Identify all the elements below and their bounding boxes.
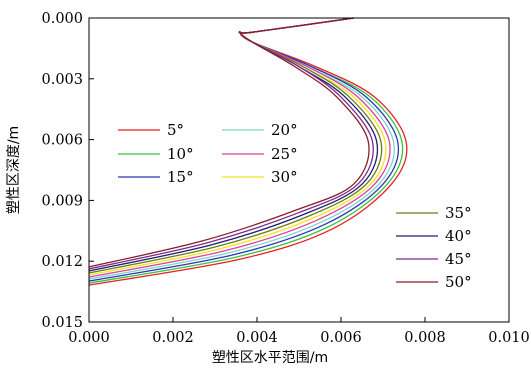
y-tick-label-3: 0.009 <box>41 193 83 209</box>
y-tick-label-1: 0.003 <box>41 72 83 88</box>
legend-label-10: 50° <box>445 273 472 291</box>
x-tick-label-3: 0.006 <box>320 330 362 346</box>
y-tick-label-5: 0.015 <box>41 315 83 331</box>
y-tick-label-4: 0.012 <box>41 254 83 270</box>
x-tick-label-4: 0.008 <box>404 330 446 346</box>
series-curves <box>88 17 408 286</box>
series-line-9 <box>88 17 374 270</box>
legend-label-7: 35° <box>445 204 472 222</box>
legend-label-1: 5° <box>167 121 184 139</box>
x-tick-label-1: 0.002 <box>152 330 194 346</box>
axis-tick-labels: 0.000 0.002 0.004 0.006 0.008 0.010 0.000 0.003… <box>41 11 529 346</box>
legend-label-8: 40° <box>445 227 472 245</box>
legend: 5° 10° 15° 20° 25° 30° 35° 40° 45° 50° <box>118 121 472 291</box>
series-line-5 <box>88 17 391 278</box>
x-tick-label-0: 0.000 <box>68 330 110 346</box>
x-tick-label-2: 0.004 <box>236 330 278 346</box>
series-line-3 <box>88 17 400 282</box>
y-tick-label-0: 0.000 <box>41 11 83 27</box>
series-line-8 <box>88 17 379 272</box>
series-line-6 <box>88 17 387 276</box>
legend-label-4: 20° <box>271 121 298 139</box>
y-axis-title: 塑性区深度/m <box>6 126 22 214</box>
legend-label-3: 15° <box>167 168 194 186</box>
series-line-2 <box>88 17 404 284</box>
axis-ticks <box>88 17 510 323</box>
series-line-10 <box>88 17 370 268</box>
x-tick-label-5: 0.010 <box>488 330 530 346</box>
y-tick-label-2: 0.006 <box>41 133 83 149</box>
legend-label-2: 10° <box>167 145 194 163</box>
legend-label-6: 30° <box>271 168 298 186</box>
legend-label-9: 45° <box>445 250 472 268</box>
x-axis-title: 塑性区水平范围/m <box>212 349 328 366</box>
legend-label-5: 25° <box>271 145 298 163</box>
plot-frame <box>88 17 510 323</box>
